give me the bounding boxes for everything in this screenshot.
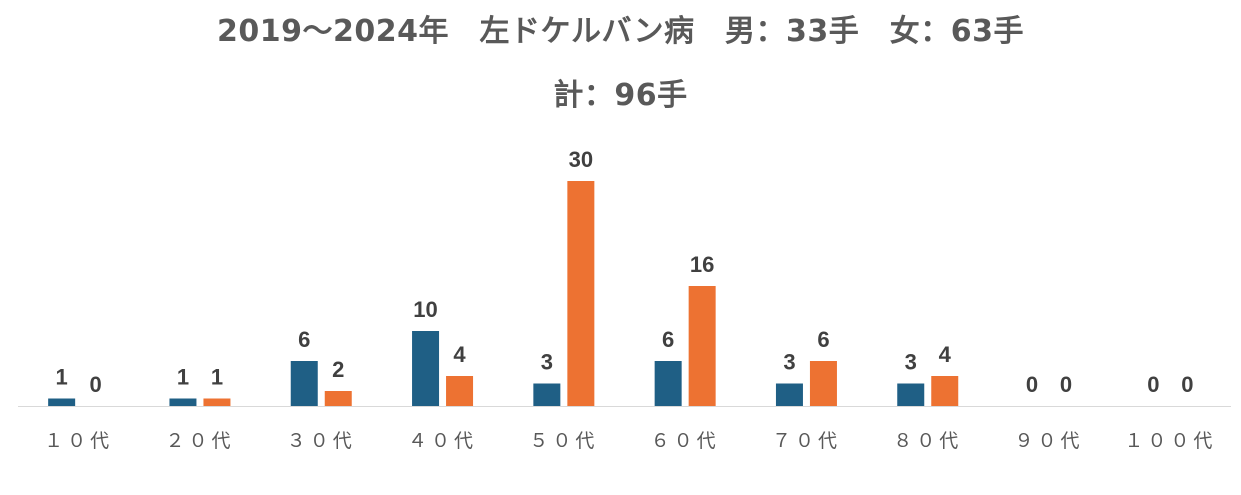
bar-series-1-6	[654, 361, 682, 406]
data-label-series-2-5: 30	[569, 147, 593, 172]
category-label-7: ７０代	[772, 430, 841, 452]
bar-series-2-6	[688, 286, 716, 406]
category-label-8: ８０代	[893, 430, 962, 452]
bar-series-2-2	[203, 398, 231, 406]
bar-series-2-4	[446, 376, 474, 406]
data-label-series-2-3: 2	[332, 357, 344, 382]
category-label-6: ６０代	[651, 430, 720, 452]
data-label-series-2-6: 16	[690, 252, 714, 277]
bar-series-1-7	[775, 383, 803, 406]
data-label-series-2-1: 0	[90, 372, 102, 397]
data-label-series-1-6: 6	[662, 327, 674, 352]
data-label-series-1-5: 3	[541, 350, 553, 375]
category-label-1: １０代	[44, 430, 113, 452]
data-label-series-1-8: 3	[905, 350, 917, 375]
bar-series-1-5	[533, 383, 561, 406]
bar-series-1-8	[897, 383, 925, 406]
category-label-10: １００代	[1124, 430, 1216, 452]
data-label-series-1-4: 10	[413, 297, 437, 322]
bar-series-1-2	[169, 398, 197, 406]
bar-series-2-8	[931, 376, 959, 406]
chart-title: 2019～2024年 左ドケルバン病 男：33手 女：63手	[217, 14, 1024, 49]
bar-series-1-3	[290, 361, 318, 406]
bar-series-2-3	[324, 391, 352, 406]
bar-series-1-4	[412, 331, 440, 406]
data-label-series-1-2: 1	[177, 365, 189, 390]
chart-subtitle: 計：96手	[553, 78, 688, 113]
data-label-series-2-8: 4	[939, 342, 952, 367]
data-label-series-1-1: 1	[56, 365, 68, 390]
data-label-series-1-10: 0	[1147, 372, 1159, 397]
category-label-4: ４０代	[408, 430, 477, 452]
bar-series-2-5	[567, 181, 595, 406]
data-label-series-2-9: 0	[1060, 372, 1072, 397]
category-label-5: ５０代	[529, 430, 598, 452]
category-label-9: ９０代	[1015, 430, 1084, 452]
data-label-series-1-9: 0	[1026, 372, 1038, 397]
data-label-series-1-3: 6	[298, 327, 310, 352]
data-label-series-2-7: 6	[817, 327, 829, 352]
bar-series-2-7	[809, 361, 837, 406]
category-label-2: ２０代	[165, 430, 234, 452]
bar-series-1-1	[48, 398, 76, 406]
data-label-series-1-7: 3	[783, 350, 795, 375]
data-label-series-2-4: 4	[453, 342, 466, 367]
category-label-3: ３０代	[287, 430, 356, 452]
data-label-series-2-2: 1	[211, 365, 223, 390]
data-label-series-2-10: 0	[1181, 372, 1193, 397]
